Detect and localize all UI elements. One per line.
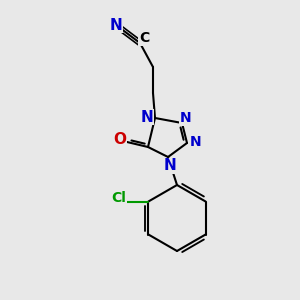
Text: N: N <box>190 135 202 149</box>
Text: Cl: Cl <box>111 191 126 206</box>
Text: N: N <box>164 158 176 173</box>
Text: N: N <box>180 111 192 125</box>
Text: O: O <box>113 131 127 146</box>
Text: N: N <box>141 110 153 124</box>
Text: C: C <box>139 31 149 45</box>
Text: N: N <box>110 17 122 32</box>
